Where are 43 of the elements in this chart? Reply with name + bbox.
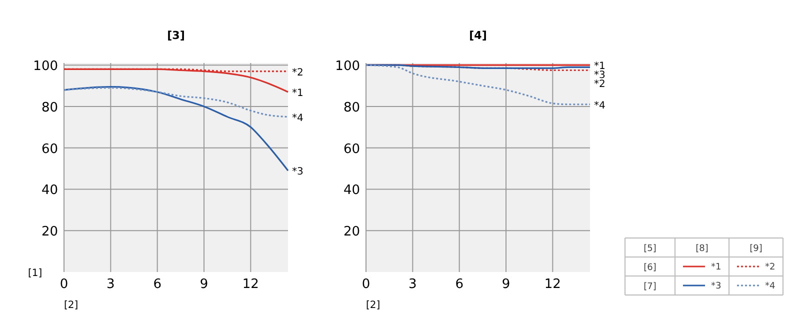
legend-label: *2 [765, 262, 776, 272]
chart-title: [3] [167, 29, 185, 42]
y-tick-label: 80 [343, 100, 360, 116]
text: [8] [696, 244, 708, 254]
series-label: *4 [292, 112, 304, 124]
x-tick-label: 12 [242, 277, 259, 292]
y-tick-label: 20 [41, 224, 58, 240]
x-tick-label: 0 [60, 277, 68, 292]
y-tick-label: 60 [41, 142, 58, 157]
legend-label: *3 [711, 282, 722, 292]
x-tick-label: 3 [106, 277, 115, 292]
x-tick-label: 6 [455, 277, 464, 292]
y-tick-label: 60 [343, 142, 360, 157]
y-axis-title: [1] [28, 268, 42, 279]
x-tick-label: 9 [502, 277, 510, 292]
x-tick-label: 9 [200, 277, 208, 292]
y-tick-label: 100 [33, 59, 58, 74]
text: *4 [594, 100, 606, 112]
text: *2 [594, 79, 606, 90]
legend-label: *1 [711, 262, 722, 272]
line-series [63, 87, 289, 118]
legend-label: *4 [765, 282, 776, 292]
series-label: *1 [292, 88, 304, 99]
series-label: *3 [292, 166, 304, 178]
x-tick-label: 12 [544, 277, 561, 292]
text: [7] [644, 282, 656, 292]
x-tick-label: 3 [408, 277, 417, 292]
x-tick-label: 0 [362, 277, 370, 292]
y-tick-label: 40 [41, 183, 58, 198]
text: [6] [644, 263, 656, 273]
chart-title: [4] [469, 29, 487, 42]
series-label: *2 [292, 67, 304, 78]
text: [5] [644, 244, 656, 254]
y-tick-label: 100 [335, 59, 360, 74]
line-series [365, 64, 591, 106]
text: [9] [750, 244, 762, 254]
y-tick-label: 40 [343, 183, 360, 198]
y-tick-label: 20 [343, 224, 360, 240]
x-axis-title: [2] [366, 300, 380, 311]
x-axis-title: [2] [64, 300, 78, 311]
y-tick-label: 80 [41, 100, 58, 116]
x-tick-label: 6 [153, 277, 162, 292]
line-series [63, 86, 289, 172]
